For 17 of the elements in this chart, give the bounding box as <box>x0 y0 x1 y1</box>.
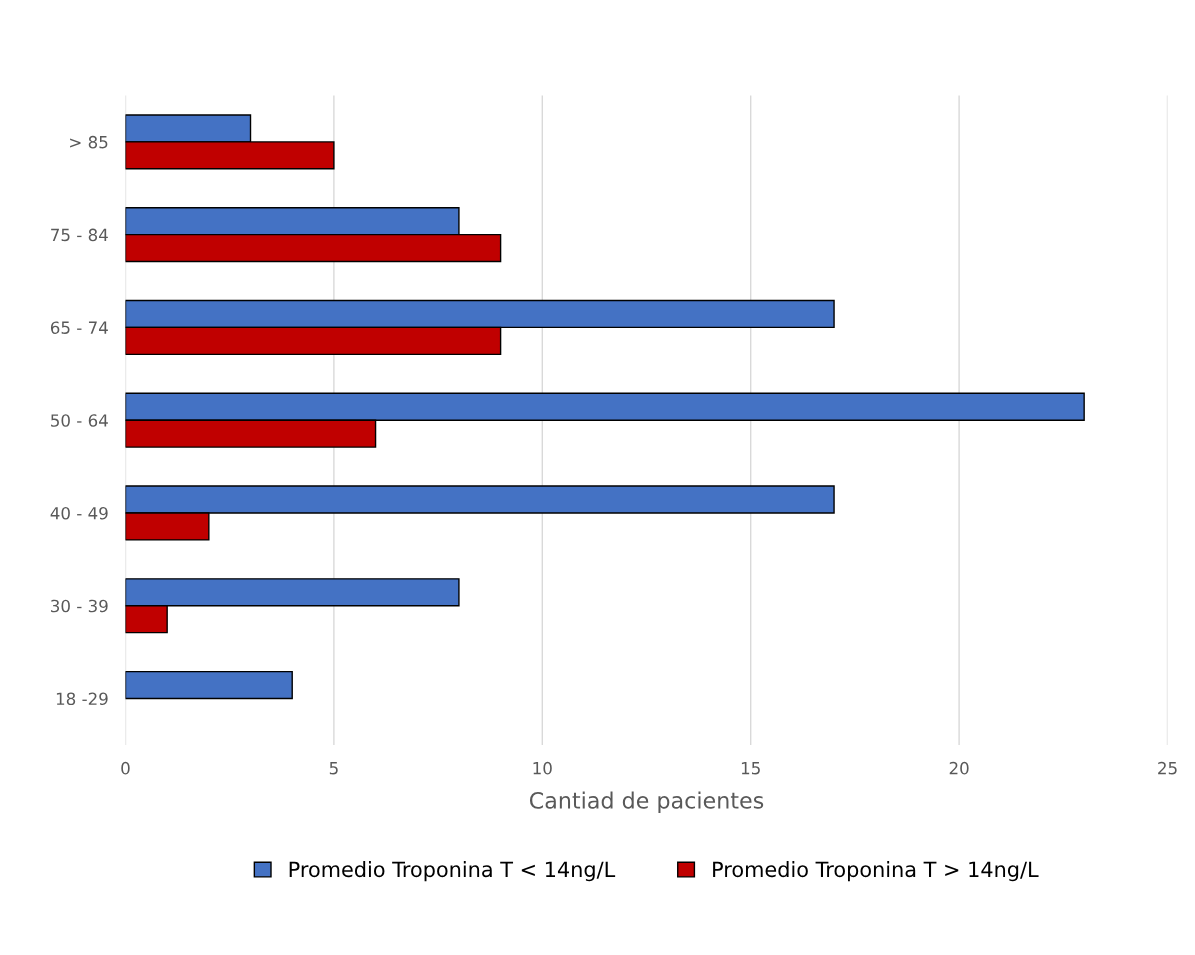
y-tick-label: 30 - 39 <box>51 599 108 613</box>
x-tick-label: 20 <box>949 761 969 775</box>
y-tick-label: 50 - 64 <box>51 414 108 427</box>
bar <box>125 670 293 700</box>
x-axis-title: Cantiad de pacientes <box>529 791 764 814</box>
y-tick-label: 65 - 74 <box>50 321 108 334</box>
y-tick-label: 40 - 49 <box>50 506 108 520</box>
y-tick-label: 18 -29 <box>56 692 108 706</box>
x-tick-label: 0 <box>121 761 130 775</box>
x-tick-label: 15 <box>741 762 760 775</box>
x-tick-label: 10 <box>533 761 552 775</box>
legend-label: Promedio Troponina T > 14ng/L <box>713 861 1039 882</box>
y-tick-label: 75 - 84 <box>51 228 108 242</box>
y-tick-label: > 85 <box>70 135 108 149</box>
x-tick-label: 25 <box>1158 761 1177 775</box>
legend-label: Promedio Troponina T < 14ng/L <box>289 861 616 882</box>
x-tick-label: 5 <box>329 762 338 775</box>
